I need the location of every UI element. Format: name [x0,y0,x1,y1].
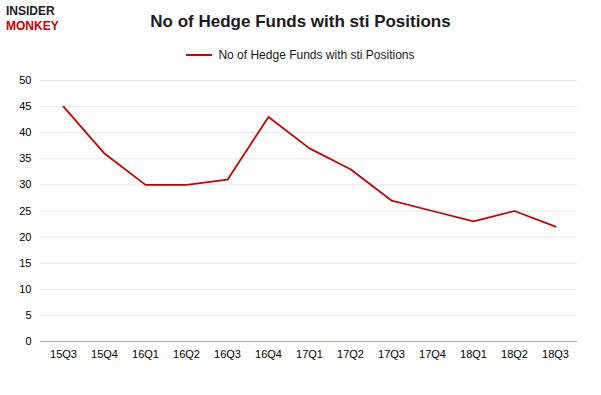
svg-text:18Q1: 18Q1 [460,348,487,360]
svg-text:18Q2: 18Q2 [501,348,528,360]
html-text:No of Hedge Funds with sti Pos: No of Hedge Funds with sti Positions [150,12,451,31]
svg-text:25: 25 [19,205,31,217]
html-text:MONKEY: MONKEY [6,19,59,33]
svg-text:10: 10 [19,283,31,295]
svg-text:18Q3: 18Q3 [542,348,569,360]
svg-text:35: 35 [19,152,31,164]
svg-text:30: 30 [19,178,31,190]
svg-text:15Q4: 15Q4 [91,348,118,360]
svg-text:40: 40 [19,126,31,138]
svg-text:17Q2: 17Q2 [337,348,364,360]
svg-text:16Q3: 16Q3 [214,348,241,360]
svg-text:45: 45 [19,100,31,112]
svg-text:17Q1: 17Q1 [296,348,323,360]
svg-text:20: 20 [19,231,31,243]
svg-text:16Q2: 16Q2 [173,348,200,360]
html-text:No of Hedge Funds with sti Pos: No of Hedge Funds with sti Positions [218,48,415,62]
svg-text:50: 50 [19,74,31,86]
svg-text:16Q1: 16Q1 [132,348,159,360]
svg-text:17Q4: 17Q4 [419,348,446,360]
svg-text:16Q4: 16Q4 [255,348,282,360]
svg-text:0: 0 [25,335,31,347]
svg-text:15Q3: 15Q3 [50,348,77,360]
html-text:INSIDER: INSIDER [6,4,55,18]
svg-text:5: 5 [25,309,31,321]
svg-text:15: 15 [19,257,31,269]
svg-text:17Q3: 17Q3 [378,348,405,360]
